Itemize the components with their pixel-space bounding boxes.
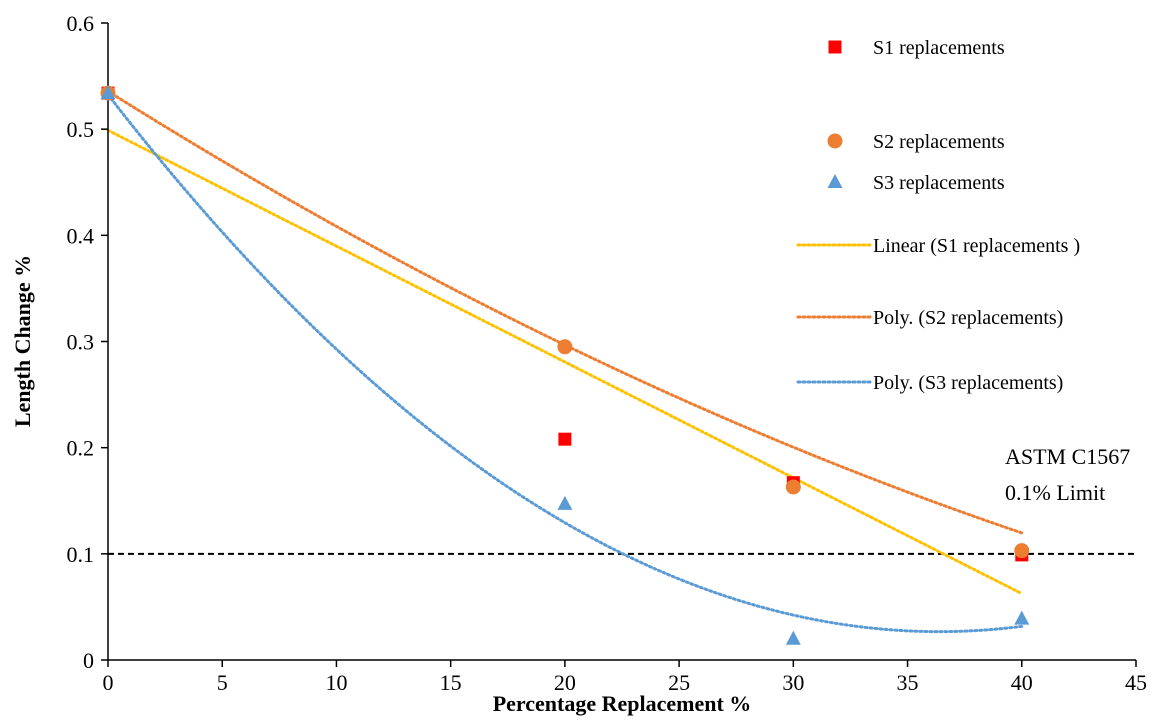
data-points-layer [101,85,1030,645]
y-tick-label: 0.3 [67,330,95,355]
x-tick-label: 15 [440,670,462,695]
x-tick-label: 0 [103,670,114,695]
y-tick-label: 0.4 [67,223,95,248]
data-point-s1-2 [558,433,571,446]
data-point-s2-3 [786,479,801,494]
data-point-s2-4 [1014,543,1029,558]
y-axis-title: Length Change % [10,255,35,427]
x-tick-label: 5 [217,670,228,695]
legend-label-2: S2 replacements [873,131,1005,153]
y-tick-label: 0.2 [67,436,95,461]
data-point-s3-2 [557,496,572,510]
y-tick-label: 0.1 [67,542,95,567]
x-tick-label: 30 [782,670,804,695]
legend-marker-1 [829,41,842,54]
x-tick-label: 40 [1011,670,1033,695]
data-point-s3-4 [1014,611,1029,625]
reference-label-line-1: ASTM C1567 [1005,444,1130,469]
legend: S1 replacements S2 replacements S3 replace… [798,37,1080,394]
legend-trend-label-2: Poly. (S2 replacements) [873,307,1063,329]
x-tick-label: 35 [897,670,919,695]
y-tick-label: 0.5 [67,117,95,142]
legend-trend-label-1: Linear (S1 replacements ) [873,235,1080,257]
data-point-s2-2 [557,339,572,354]
legend-marker-3 [828,174,843,188]
legend-marker-2 [828,134,843,149]
data-point-s3-3 [786,631,801,645]
x-axis-title: Percentage Replacement % [493,691,752,716]
x-tick-label: 10 [325,670,347,695]
legend-label-3: S3 replacements [873,172,1005,194]
y-tick-label: 0.6 [67,11,95,36]
axes-layer [108,23,1136,660]
reference-line-label: ASTM C1567 0.1% Limit [1005,444,1130,505]
legend-label-1: S1 replacements [873,37,1005,59]
legend-trend-label-3: Poly. (S3 replacements) [873,372,1063,394]
y-tick-label: 0 [83,648,94,673]
x-tick-label: 45 [1125,670,1147,695]
reference-label-line-2: 0.1% Limit [1005,480,1105,505]
